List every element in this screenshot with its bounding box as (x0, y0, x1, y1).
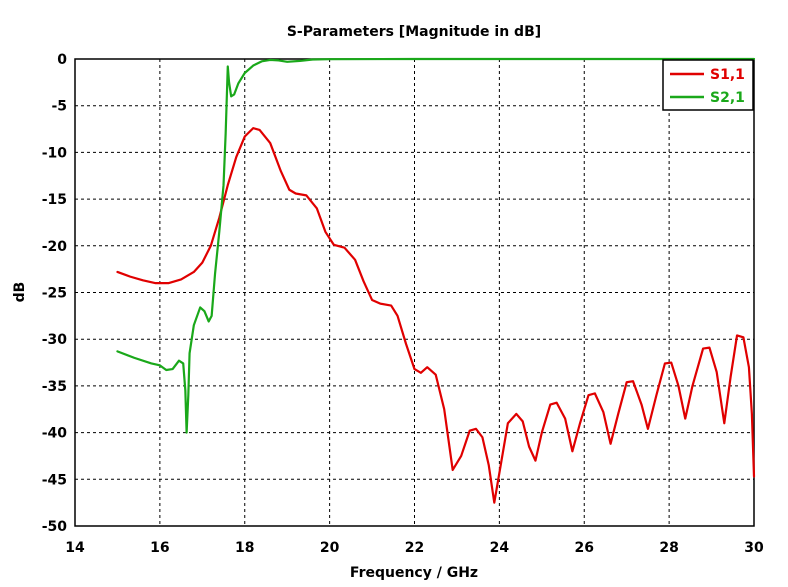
x-tick-label: 22 (405, 540, 424, 556)
y-tick-label: -45 (42, 472, 67, 488)
y-tick-label: -15 (42, 192, 67, 208)
x-tick-label: 26 (575, 540, 594, 556)
legend-label-s21: S2,1 (710, 90, 745, 106)
x-tick-label: 20 (320, 540, 340, 556)
grid-lines (75, 59, 754, 526)
x-tick-label: 24 (490, 540, 510, 556)
chart-title: S-Parameters [Magnitude in dB] (287, 24, 541, 40)
x-tick-label: 14 (65, 540, 85, 556)
legend-label-s11: S1,1 (710, 67, 745, 83)
y-tick-label: -5 (51, 99, 67, 115)
x-tick-label: 30 (744, 540, 764, 556)
series-line-s2-1 (116, 57, 756, 434)
series-line-s1-1 (116, 127, 756, 504)
x-axis-label: Frequency / GHz (350, 565, 478, 581)
x-tick-label: 28 (659, 540, 678, 556)
y-tick-label: -10 (42, 145, 68, 161)
y-tick-label: -40 (42, 426, 68, 442)
y-tick-labels: 0 -5 -10 -15 -20 -25 -30 -35 -40 -45 -50 (42, 52, 68, 535)
x-tick-label: 18 (235, 540, 254, 556)
y-tick-label: 0 (57, 52, 67, 68)
y-tick-label: -50 (42, 519, 68, 535)
x-tick-label: 16 (150, 540, 169, 556)
y-axis-label: dB (12, 282, 28, 303)
y-tick-label: -20 (42, 239, 68, 255)
y-tick-label: -35 (42, 379, 67, 395)
y-tick-label: -30 (42, 332, 68, 348)
y-tick-label: -25 (42, 286, 67, 302)
legend: S1,1 S2,1 (662, 59, 754, 111)
legend-box (662, 59, 754, 111)
series-layer (116, 57, 756, 504)
x-tick-labels: 14 16 18 20 22 24 26 28 30 (65, 540, 764, 556)
